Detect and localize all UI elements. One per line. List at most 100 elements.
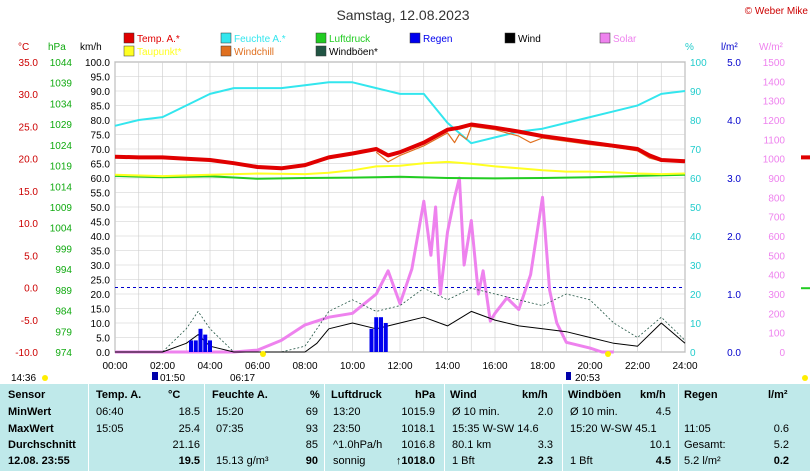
x-tick-label: 24:00 [672,361,697,372]
rain-bar [369,328,374,352]
pressure-tick-label: 979 [55,327,72,338]
pressure-tick-label: 994 [55,265,72,276]
wind-tick-label: 20.0 [91,290,111,301]
table-cell-label: 06:40 [96,406,124,418]
wind-tick-label: 75.0 [91,131,111,142]
time-markers: 14:36 01:50 06:17 20:53 [11,351,808,384]
table-cell-label: 1 Bft [570,455,593,467]
rain-bar [383,323,388,352]
rain-unit-label: l/m² [721,42,738,53]
axis-unit-labels: °C hPa km/h % l/m² W/m² [18,42,784,53]
legend-label: Wind [518,34,541,45]
sun-icon [42,375,48,381]
table-cell-value: 2.3 [537,455,553,467]
table-header: Sensor [8,389,46,401]
rain-bar [208,340,212,352]
solar-tick-label: 800 [768,193,785,204]
hum-tick-label: 70 [690,145,702,156]
solar-tick-label: 300 [768,290,785,301]
pressure-tick-label: 1039 [50,79,73,90]
wind-tick-label: 15.0 [91,305,111,316]
hum-tick-label: 60 [690,174,702,185]
solar-unit-label: W/m² [759,42,784,53]
solar-tick-label: 600 [768,232,785,243]
wind-unit-label: km/h [80,42,102,53]
table-header-unit: °C [168,389,181,401]
table-divider [678,384,679,471]
pressure-tick-label: 974 [55,348,72,359]
weather-chart: Samstag, 12.08.2023 © Weber Mike Temp. A… [11,6,810,384]
hum-tick-label: 10 [690,319,702,330]
series-line-luftdruck [114,173,686,180]
pressure-tick-label: 1019 [50,162,73,173]
copyright-label: © Weber Mike [745,6,809,17]
temp-unit-label: °C [18,42,29,53]
legend-label: Temp. A.* [137,34,180,45]
pressure-tick-label: 1034 [50,99,73,110]
solar-tick-label: 900 [768,174,785,185]
series-line-solar [115,176,614,354]
table-cell-value: 1015.9 [401,406,435,418]
table-cell-value: 25.4 [178,423,200,435]
table-header: Luftdruck [331,389,382,401]
rain-bar [193,340,198,352]
table-cell-label: 15:35 W-SW 14.6 [452,423,539,435]
wind-tick-label: 50.0 [91,203,111,214]
legend-swatch [315,45,327,57]
table-cell-value: 18.5 [178,406,200,418]
series-line-tempa [114,122,686,171]
table-cell-label: 15:05 [96,423,124,435]
temp-tick-label: 10.0 [19,219,39,230]
solar-tick-label: 1100 [763,135,785,146]
table-cell-value: 90 [305,455,318,467]
temp-tick-label: 30.0 [19,90,39,101]
pressure-tick-label: 1004 [50,224,73,235]
wind-tick-label: 55.0 [91,189,111,200]
data-series [114,81,686,354]
x-tick-label: 10:00 [340,361,365,372]
table-header: Windböen [568,389,622,401]
table-header-unit: l/m² [768,389,788,401]
table-cell-label: 80.1 km [452,439,492,451]
table-cell-value: 19.5 [178,455,200,467]
sunset-label: 20:53 [575,373,600,384]
moonrise-label: 01:50 [160,373,185,384]
temp-tick-label: 25.0 [19,122,39,133]
table-cell-value: 0.6 [773,423,789,435]
table-row-label: MinWert [8,406,52,418]
temp-tick-label: 15.0 [19,187,39,198]
temp-tick-label: 35.0 [19,58,39,69]
table-cell-label: 13:20 [333,406,361,418]
table-cell-label: ^1.0hPa/h [333,439,383,451]
table-row-label: MaxWert [8,423,54,435]
temp-current-marker [801,155,810,160]
table-cell-value: 4.5 [655,455,671,467]
sunrise-label: 06:17 [230,373,255,384]
solar-tick-label: 200 [768,309,785,320]
table-divider [324,384,325,471]
table-cell-value: 69 [305,406,318,418]
solar-tick-label: 1300 [763,97,786,108]
table-cell-label: 15:20 [216,406,244,418]
table-divider [562,384,563,471]
sun-icon [605,351,611,357]
table-cell-value: 5.2 [773,439,789,451]
temp-tick-label: 0.0 [24,284,38,295]
solar-tick-label: 1000 [763,155,786,166]
x-tick-label: 08:00 [292,361,317,372]
legend-label: Windböen* [329,47,378,58]
table-divider [444,384,445,471]
hum-tick-label: 100 [690,58,707,69]
table-header-unit: hPa [415,389,436,401]
hum-tick-label: 40 [690,232,702,243]
x-tick-label: 22:00 [625,361,650,372]
table-divider [88,384,89,471]
table-cell-label: 15:20 W-SW 45.1 [570,423,657,435]
table-header: Wind [450,389,477,401]
solar-tick-label: 1500 [763,58,786,69]
table-cell-value: 1018.1 [401,423,435,435]
table-cell-value: 93 [305,423,318,435]
series-line-wind [115,310,686,353]
temp-tick-label: -10.0 [15,348,38,359]
sun-icon [802,375,808,381]
